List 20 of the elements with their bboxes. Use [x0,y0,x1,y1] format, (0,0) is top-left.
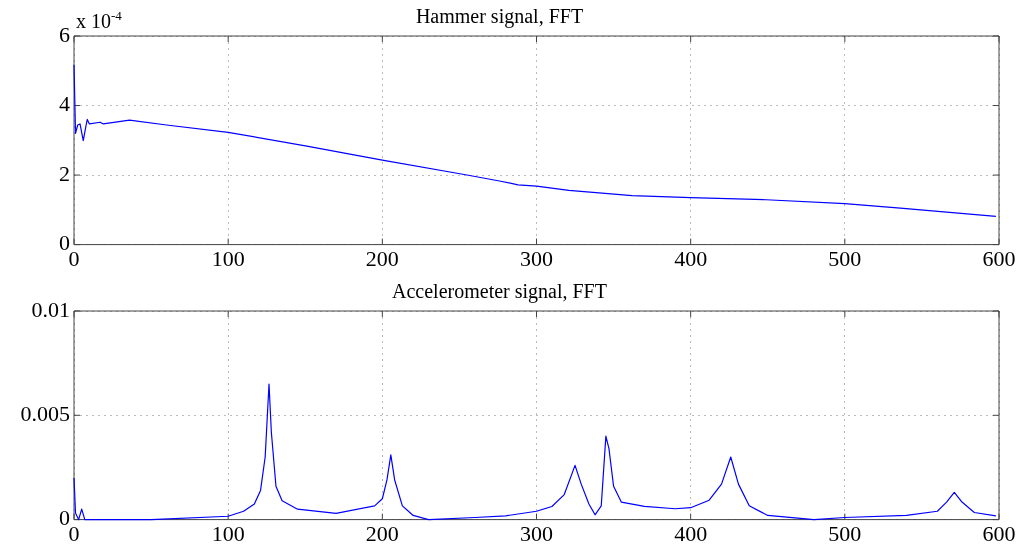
chart-title: Accelerometer signal, FFT [392,280,607,304]
x-tick-label: 200 [365,520,399,546]
x-tick-label: 100 [211,520,245,546]
x-tick-label: 100 [211,245,245,271]
y-tick-label: 4 [59,91,70,117]
chart-title: Hammer signal, FFT [415,5,584,29]
y-tick-label: 2 [59,160,70,186]
x-tick-label: 600 [982,520,1016,546]
x-tick-label: 300 [520,245,553,271]
x-tick-label: 300 [520,520,553,546]
y-tick-label: 0.005 [20,401,70,427]
x-tick-label: 500 [828,520,862,546]
x-tick-label: 600 [982,245,1016,271]
y-tick-label: 6 [59,21,70,47]
x-tick-label: 200 [365,245,399,271]
text: x 10$^{-4}$ [76,8,122,33]
x-tick-label: 500 [828,245,862,271]
x-tick-label: 400 [674,245,708,271]
y-tick-label: 0.01 [31,296,70,322]
x-tick-label: 400 [674,520,708,546]
